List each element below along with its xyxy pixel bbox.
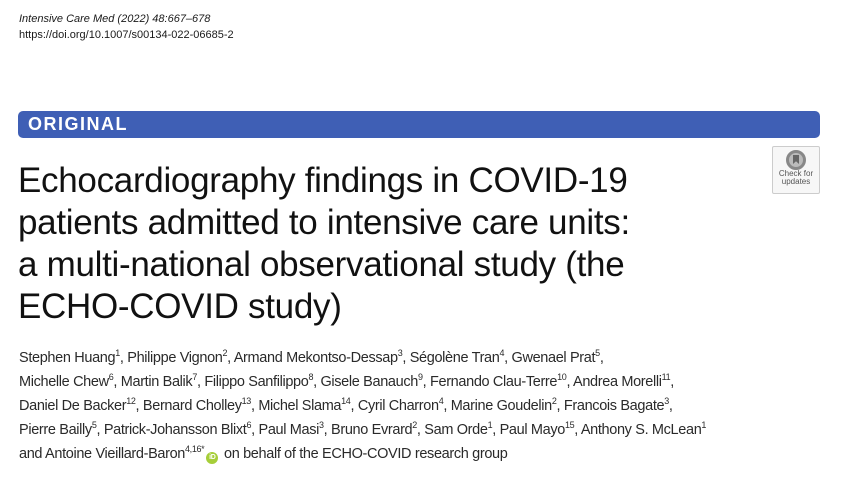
author-affiliation: 2 [412,420,417,430]
author-affiliation: 4,16* [185,444,205,454]
article-type-banner: ORIGINAL [18,111,820,138]
author-separator: , [443,398,451,414]
author-name[interactable]: Filippo Sanfilippo [204,374,309,390]
author-affiliation: 3 [664,396,669,406]
author-separator: , [599,350,604,366]
article-type-label: ORIGINAL [28,114,128,134]
author-affiliation: 4 [499,348,505,358]
author-affiliation: 11 [661,372,671,382]
author-name[interactable]: Fernando Clau-Terre [429,374,558,390]
author-separator: , [556,398,564,414]
author-separator: , [196,374,205,390]
author-separator: , [574,422,581,438]
check-for-updates-label: updates [781,177,811,186]
orcid-icon[interactable]: iD [206,452,219,464]
doi-link[interactable]: https://doi.org/10.1007/s00134-022-06685… [19,29,234,41]
title-line: a multi-national observational study (th… [18,245,625,284]
author-separator: , [323,422,332,438]
author-name[interactable]: Stephen Huang [19,350,116,366]
author-group-note: on behalf of the ECHO-COVID research gro… [220,446,508,462]
author-affiliation: 6 [108,372,114,382]
author-name[interactable]: Gwenael Prat [511,350,596,366]
author-separator: , [96,422,104,438]
author-affiliation: 3 [397,348,403,358]
author-name[interactable]: Michelle Chew [19,374,109,390]
author-affiliation: 15 [564,420,575,430]
author-name[interactable]: Anthony S. McLean [580,422,702,438]
author-affiliation: 6 [246,420,252,430]
author-line: and Antoine Vieillard-Baron4,16*iD on be… [19,442,706,466]
author-name[interactable]: Bruno Evrard [331,422,413,438]
title-line: patients admitted to intensive care unit… [18,203,630,242]
author-separator: , [135,398,143,414]
author-separator: , [668,398,673,414]
author-name[interactable]: Cyril Charron [357,398,439,414]
author-affiliation: 1 [701,420,707,430]
title-line: ECHO-COVID study) [18,287,342,326]
author-name[interactable]: Francois Bagate [563,398,665,414]
author-affiliation: 8 [308,372,314,382]
author-affiliation: 14 [341,396,351,406]
author-affiliation: 3 [319,420,324,430]
author-name[interactable]: Armand Mekontso-Dessap [233,350,398,366]
author-affiliation: 10 [557,372,567,382]
author-separator: , [492,422,500,438]
author-name[interactable]: Sam Orde [424,422,488,438]
author-separator: , [416,422,425,438]
author-affiliation: 2 [222,348,228,358]
author-name[interactable]: Philippe Vignon [127,350,223,366]
author-line: Stephen Huang1, Philippe Vignon2, Armand… [19,346,706,370]
author-separator: , [402,350,410,366]
author-name[interactable]: Marine Goudelin [450,398,553,414]
author-separator: , [251,422,259,438]
author-separator: , [250,398,259,414]
author-name[interactable]: Antoine Vieillard-Baron [45,446,186,462]
check-for-updates-label: Check for [778,169,814,178]
author-separator: , [422,374,430,390]
author-separator: , [113,374,121,390]
author-affiliation: 2 [551,396,557,406]
author-affiliation: 5 [91,420,97,430]
check-for-updates-button[interactable]: Check for updates [772,146,820,194]
journal-citation: Intensive Care Med (2022) 48:667–678 [19,13,211,25]
article-title: Echocardiography findings in COVID-19 pa… [18,160,630,328]
author-name[interactable]: Andrea Morelli [573,374,662,390]
author-line: Michelle Chew6, Martin Balik7, Filippo S… [19,370,706,394]
author-connector: and [19,446,46,462]
author-separator: , [504,350,512,366]
bookmark-icon [786,150,806,170]
author-affiliation: 1 [487,420,493,430]
author-affiliation: 1 [115,348,120,358]
author-separator: , [227,350,234,366]
author-separator: , [119,350,128,366]
author-line: Daniel De Backer12, Bernard Cholley13, M… [19,394,706,418]
author-separator: , [313,374,321,390]
author-name[interactable]: Gisele Banauch [320,374,418,390]
author-affiliation: 5 [595,348,600,358]
title-line: Echocardiography findings in COVID-19 [18,161,628,200]
author-affiliation: 12 [126,396,136,406]
author-affiliation: 7 [192,372,197,382]
author-list: Stephen Huang1, Philippe Vignon2, Armand… [19,346,706,466]
author-separator: , [670,374,674,390]
author-name[interactable]: Bernard Cholley [142,398,242,414]
author-affiliation: 4 [438,396,444,406]
author-affiliation: 9 [417,372,423,382]
author-affiliation: 13 [241,396,252,406]
author-separator: , [350,398,358,414]
author-name[interactable]: Michel Slama [258,398,342,414]
author-name[interactable]: Paul Mayo [499,422,566,438]
author-name[interactable]: Martin Balik [120,374,193,390]
author-separator: , [566,374,573,390]
author-line: Pierre Bailly5, Patrick-Johansson Blixt6… [19,418,706,442]
author-name[interactable]: Patrick-Johansson Blixt [103,422,247,438]
author-name[interactable]: Paul Masi [258,422,320,438]
author-name[interactable]: Ségolène Tran [409,350,500,366]
author-name[interactable]: Pierre Bailly [19,422,92,438]
author-name[interactable]: Daniel De Backer [19,398,127,414]
